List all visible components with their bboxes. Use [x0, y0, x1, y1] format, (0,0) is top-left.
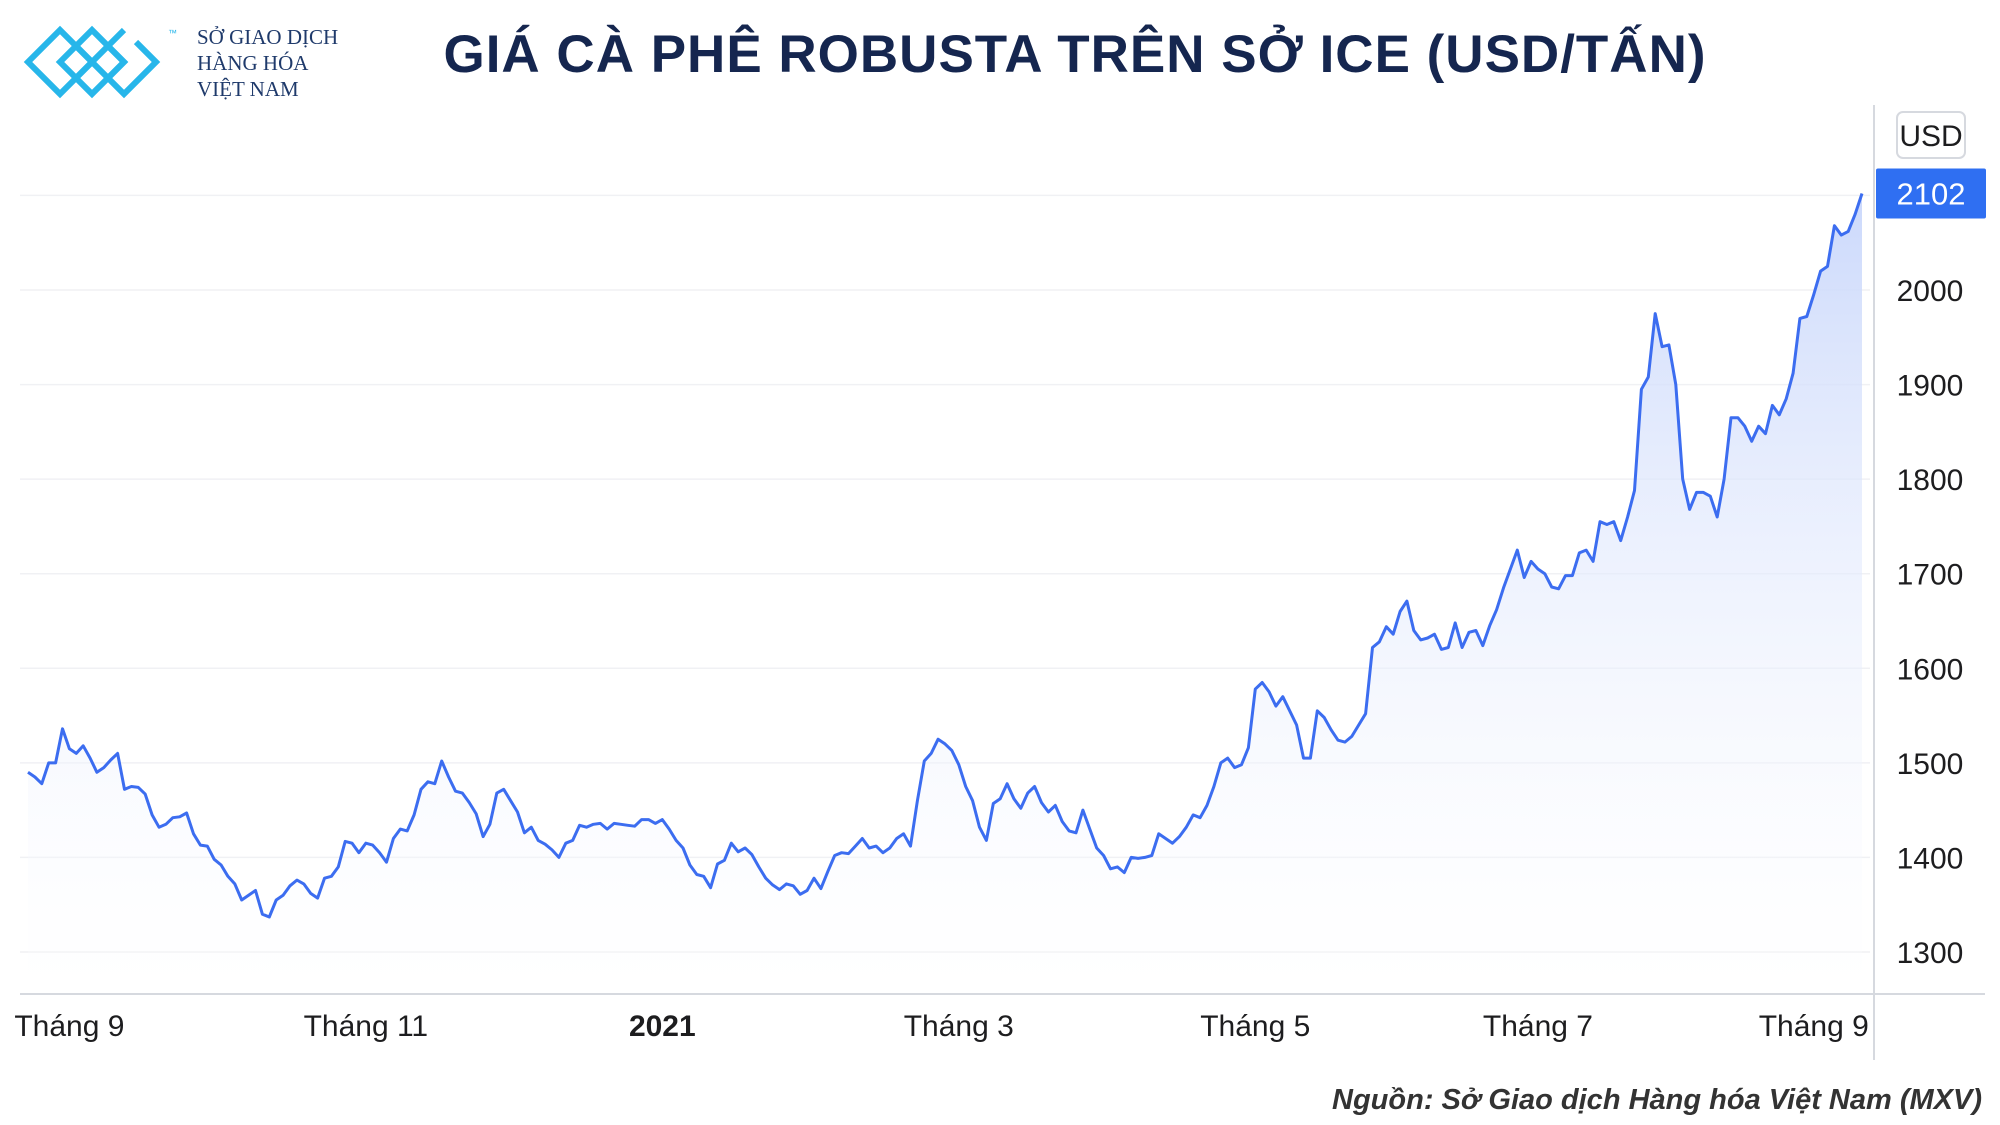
- y-tick-label: 1900: [1897, 370, 1964, 403]
- y-tick-labels: 1300 1400 1500 1600 1700 1800 1900 2000: [1897, 275, 1964, 970]
- logo-diamond-3: [87, 27, 161, 99]
- y-tick-label: 1500: [1897, 748, 1964, 781]
- x-tick-label: Tháng 11: [304, 1010, 429, 1043]
- x-tick-label: Tháng 9: [14, 1010, 124, 1043]
- y-tick-label: 1300: [1897, 937, 1964, 970]
- last-value-badge: [1876, 168, 1986, 219]
- x-tick-label: Tháng 9: [1759, 1010, 1869, 1043]
- x-tick-label: Tháng 7: [1483, 1010, 1593, 1043]
- logo-mark: ™: [23, 25, 177, 99]
- logo-text: SỞ GIAO DỊCH HÀNG HÓA VIỆT NAM: [197, 24, 338, 102]
- logo-chevron-2: [105, 43, 129, 81]
- logo-chevron-1: [73, 43, 97, 81]
- value-badges: USD 2102: [1876, 111, 1986, 219]
- y-tick-label: 1800: [1897, 464, 1964, 497]
- x-tick-label: Tháng 3: [904, 1010, 1014, 1043]
- y-tick-label: 1600: [1897, 653, 1964, 686]
- axes: [20, 105, 1985, 1060]
- x-tick-label: Tháng 5: [1200, 1010, 1310, 1043]
- logo-line-3: VIỆT NAM: [197, 77, 299, 101]
- last-value-label: 2102: [1897, 177, 1966, 212]
- logo: ™ SỞ GIAO DỊCH HÀNG HÓA VIỆT NAM: [20, 22, 380, 102]
- y-tick-label: 2000: [1897, 275, 1964, 308]
- chart-title: GIÁ CÀ PHÊ ROBUSTA TRÊN SỞ ICE (USD/TẤN): [443, 25, 1707, 84]
- price-line: [27, 193, 1864, 919]
- y-tick-label: 1700: [1897, 559, 1964, 592]
- source-note: Nguồn: Sở Giao dịch Hàng hóa Việt Nam (M…: [1332, 1084, 1982, 1116]
- x-tick-label: 2021: [629, 1010, 696, 1043]
- logo-tm: ™: [168, 28, 177, 38]
- logo-line-2: HÀNG HÓA: [197, 51, 309, 75]
- x-tick-labels: Tháng 9 Tháng 11 2021 Tháng 3 Tháng 5 Tháng 7…: [14, 1010, 1868, 1043]
- price-area: [28, 193, 1862, 994]
- currency-badge: [1896, 111, 1966, 159]
- logo-line-1: SỞ GIAO DỊCH: [197, 25, 339, 49]
- currency-label: USD: [1899, 120, 1962, 153]
- y-tick-label: 1400: [1897, 842, 1964, 875]
